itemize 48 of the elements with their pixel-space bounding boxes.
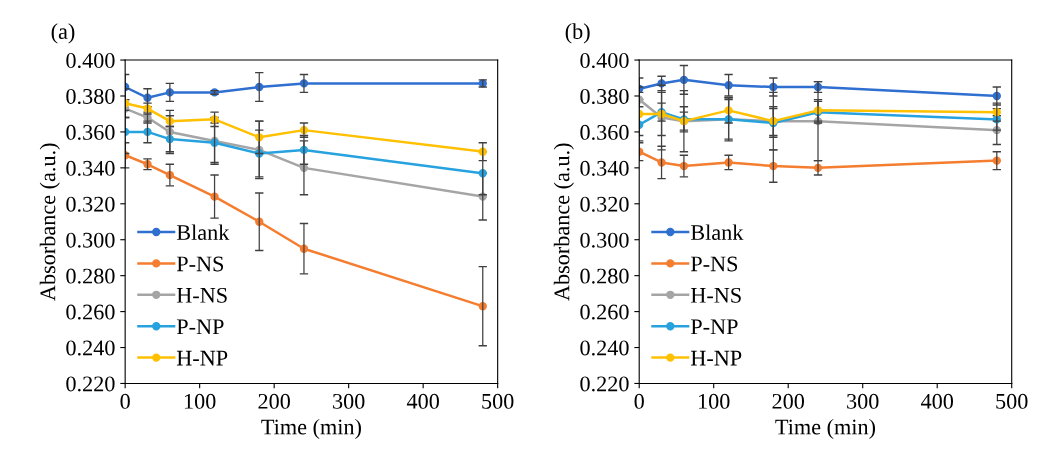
y-tick-label: 0.360 bbox=[66, 124, 115, 140]
y-tick-label: 0.360 bbox=[580, 124, 629, 140]
x-tick-label: 500 bbox=[996, 393, 1028, 409]
y-tick-label: 0.280 bbox=[580, 268, 629, 284]
y-axis-title: Absorbance (a.u.) bbox=[553, 143, 574, 301]
y-tick-label: 0.380 bbox=[580, 88, 629, 105]
y-tick-label: 0.320 bbox=[580, 196, 629, 212]
x-tick-label: 200 bbox=[258, 393, 290, 409]
x-tick-label: 200 bbox=[772, 393, 805, 409]
legend-label: P-NP bbox=[690, 319, 738, 334]
y-tick-label: 0.300 bbox=[580, 232, 629, 248]
legend-label: H-NS bbox=[690, 287, 741, 303]
y-tick-label: 0.220 bbox=[66, 376, 115, 392]
x-tick-label: 500 bbox=[482, 393, 514, 409]
y-tick-label: 0.220 bbox=[580, 376, 629, 392]
chart-title: (a) bbox=[51, 23, 75, 44]
x-tick-label: 0 bbox=[120, 393, 130, 409]
legend-label: H-NS bbox=[176, 287, 227, 303]
legend-label: H-NP bbox=[176, 350, 228, 366]
y-axis-title: Absorbance (a.u.) bbox=[39, 143, 60, 301]
y-tick-label: 0.240 bbox=[66, 340, 115, 356]
y-tick-label: 0.240 bbox=[580, 340, 629, 356]
x-axis-title: Time (min) bbox=[261, 418, 361, 440]
y-tick-label: 0.400 bbox=[66, 52, 115, 69]
y-tick-label: 0.260 bbox=[66, 304, 115, 320]
y-tick-label: 0.400 bbox=[580, 52, 629, 69]
y-tick-label: 0.280 bbox=[66, 268, 115, 284]
y-tick-label: 0.340 bbox=[580, 160, 629, 176]
y-tick-label: 0.260 bbox=[580, 304, 629, 320]
x-tick-label: 300 bbox=[333, 393, 365, 409]
y-tick-label: 0.380 bbox=[66, 88, 115, 105]
x-tick-label: 0 bbox=[634, 393, 644, 409]
x-axis-title: Time (min) bbox=[775, 418, 876, 440]
legend-label: P-NS bbox=[176, 256, 224, 272]
y-tick-label: 0.320 bbox=[66, 196, 115, 212]
x-tick-label: 300 bbox=[847, 393, 879, 409]
x-tick-label: 400 bbox=[920, 393, 954, 409]
legend-label: P-NP bbox=[176, 319, 224, 334]
legend-label: P-NS bbox=[690, 256, 738, 272]
y-tick-label: 0.340 bbox=[66, 160, 115, 176]
legend-label: Blank bbox=[690, 224, 744, 241]
legend-label: Blank bbox=[176, 224, 230, 241]
x-tick-label: 100 bbox=[699, 393, 730, 409]
chart-title: (b) bbox=[565, 23, 590, 44]
legend-label: H-NP bbox=[690, 350, 742, 366]
x-tick-label: 400 bbox=[406, 393, 439, 409]
y-tick-label: 0.300 bbox=[66, 232, 115, 248]
x-tick-label: 100 bbox=[184, 393, 216, 409]
